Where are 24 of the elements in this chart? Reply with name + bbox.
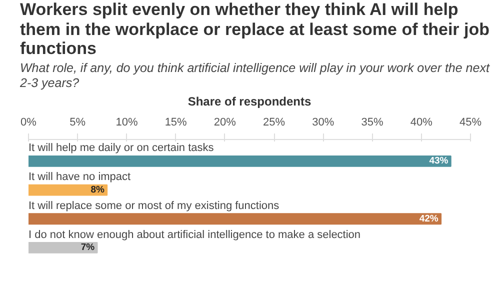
chart-subtitle: What role, if any, do you think artificial intelligence will play in your work over the next 2-3 years? bbox=[20, 60, 490, 91]
data-label: 7% bbox=[80, 242, 96, 253]
data-label: 42% bbox=[419, 213, 439, 224]
y-tick-label: It will have no impact bbox=[28, 170, 131, 183]
x-tick-label: 45% bbox=[459, 116, 482, 128]
bar bbox=[28, 155, 452, 166]
x-tick-label: 35% bbox=[361, 116, 384, 128]
x-axis-title: Share of respondents bbox=[188, 94, 312, 108]
y-tick-label: It will replace some or most of my existing functions bbox=[28, 200, 280, 212]
bar bbox=[28, 212, 442, 224]
data-label: 8% bbox=[90, 184, 105, 196]
x-tick-label: 20% bbox=[214, 116, 236, 128]
x-tick-label: 40% bbox=[410, 116, 433, 128]
x-tick-label: 0% bbox=[20, 116, 37, 128]
x-tick-label: 15% bbox=[164, 116, 188, 128]
data-label: 43% bbox=[429, 155, 449, 166]
x-tick-label: 25% bbox=[263, 116, 286, 128]
x-tick-label: 10% bbox=[116, 116, 138, 128]
x-tick-label: 5% bbox=[70, 116, 86, 128]
y-tick-label: It will help me daily or on certain tasks bbox=[28, 142, 214, 154]
bar bbox=[28, 242, 98, 254]
chart-title: Workers split evenly on whether they think AI will help them in the workplace or replace at least some of their job functions bbox=[20, 0, 490, 59]
y-tick-label: I do not know enough about artificial intelligence to make a selection bbox=[28, 228, 361, 240]
x-tick-label: 30% bbox=[312, 116, 334, 128]
